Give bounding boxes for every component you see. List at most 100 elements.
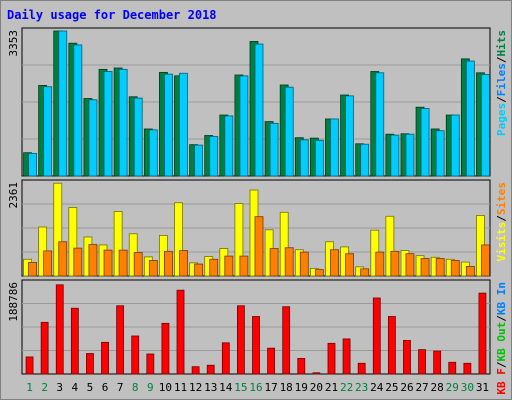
x-tick-label: 3 — [56, 381, 63, 394]
bar-files — [405, 133, 415, 177]
bar-kb-f — [433, 350, 442, 375]
x-tick-label: 10 — [159, 381, 172, 394]
bar-files — [420, 108, 430, 177]
bar-files — [481, 74, 490, 177]
bar-sites — [435, 258, 445, 277]
legend-label: Hits — [495, 30, 508, 57]
bar-kb-f — [40, 321, 49, 375]
bar-files — [209, 135, 219, 177]
bar-kb-f — [55, 284, 64, 375]
bar-kb-f — [237, 305, 245, 375]
bar-files — [345, 95, 354, 177]
bar-kb-f — [86, 353, 94, 375]
bar-sites — [148, 260, 158, 277]
x-tick-label: 1 — [26, 381, 33, 394]
legend-top: Pages/Files/Hits — [495, 30, 508, 136]
x-tick-label: 22 — [340, 381, 353, 394]
bar-sites — [133, 252, 143, 277]
bar-kb-f — [463, 362, 472, 375]
bar-files — [360, 143, 370, 177]
bar-files — [330, 118, 339, 177]
bar-sites — [345, 253, 354, 277]
bar-kb-f — [146, 353, 155, 375]
x-tick-label: 13 — [204, 381, 217, 394]
bar-files — [28, 152, 37, 177]
bar-sites — [481, 244, 490, 277]
x-tick-label: 18 — [280, 381, 293, 394]
bar-kb-f — [342, 338, 351, 375]
x-tick-label: 23 — [355, 381, 368, 394]
x-tick-label: 26 — [400, 381, 413, 394]
x-tick-label: 7 — [117, 381, 124, 394]
x-tick-label: 24 — [370, 381, 384, 394]
bar-sites — [405, 253, 415, 277]
y-max-label: 3353 — [7, 30, 20, 57]
bar-sites — [299, 251, 309, 277]
legend-label: Visits — [495, 222, 508, 262]
bar-kb-f — [221, 342, 230, 375]
bar-sites — [390, 250, 400, 277]
bar-files — [254, 43, 264, 177]
x-tick-label: 30 — [461, 381, 474, 394]
legend-label: KB In — [495, 282, 508, 315]
bar-sites — [118, 249, 128, 277]
bar-sites — [420, 258, 430, 277]
y-max-label: 2361 — [7, 182, 20, 209]
x-tick-label: 14 — [219, 381, 233, 394]
legend-label: / — [495, 315, 508, 322]
bar-sites — [88, 244, 98, 277]
x-tick-label: 17 — [264, 381, 277, 394]
bar-files — [133, 97, 143, 177]
bar-files — [43, 86, 53, 177]
bar-kb-f — [478, 292, 487, 375]
x-tick-label: 20 — [310, 381, 323, 394]
bar-sites — [284, 247, 294, 277]
bar-files — [465, 60, 475, 177]
x-tick-label: 27 — [415, 381, 428, 394]
bar-kb-f — [176, 289, 185, 375]
x-tick-label: 11 — [174, 381, 187, 394]
bar-kb-f — [206, 364, 215, 375]
x-tick-label: 19 — [295, 381, 308, 394]
bar-kb-f — [252, 316, 260, 375]
bar-kb-f — [191, 366, 200, 375]
bar-visits — [68, 207, 78, 277]
legend-label: KB F — [495, 368, 508, 395]
bar-sites — [360, 268, 370, 277]
x-tick-label: 12 — [189, 381, 202, 394]
bar-sites — [450, 260, 460, 277]
bar-sites — [28, 262, 37, 277]
bar-kb-f — [70, 307, 79, 375]
bar-sites — [164, 250, 173, 277]
legend-label: / — [495, 56, 508, 63]
bar-sites — [194, 263, 204, 277]
x-tick-label: 2 — [41, 381, 48, 394]
legend-label: / — [495, 361, 508, 368]
bar-sites — [254, 216, 264, 277]
y-max-label: 188786 — [7, 282, 20, 322]
bar-kb-f — [327, 342, 336, 375]
bar-sites — [179, 250, 188, 277]
bar-kb-f — [101, 341, 109, 375]
legend-label: / — [495, 96, 508, 103]
bar-sites — [58, 241, 68, 277]
bar-files — [118, 68, 128, 177]
bar-visits — [53, 182, 63, 277]
chart-title: Daily usage for December 2018 — [7, 8, 217, 22]
x-tick-label: 5 — [87, 381, 94, 394]
bar-sites — [209, 258, 219, 277]
bar-files — [73, 44, 83, 177]
bar-files — [164, 73, 173, 177]
legend-label: Files — [495, 63, 508, 96]
bar-sites — [239, 255, 249, 277]
bar-sites — [465, 266, 475, 277]
bar-files — [58, 30, 68, 177]
x-tick-label: 4 — [72, 381, 79, 394]
bar-sites — [330, 249, 339, 277]
bar-kb-f — [116, 305, 125, 375]
bar-files — [435, 130, 445, 177]
bar-sites — [43, 250, 53, 277]
x-tick-label: 16 — [249, 381, 262, 394]
x-tick-label: 6 — [102, 381, 109, 394]
